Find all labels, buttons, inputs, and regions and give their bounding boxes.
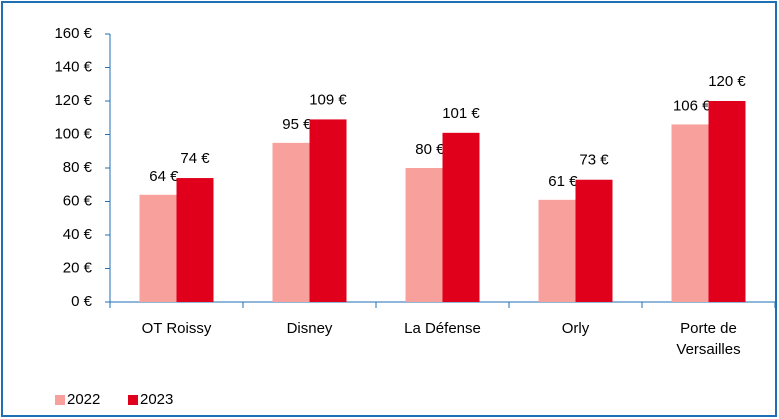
x-tick-label: Orly [561, 320, 590, 337]
bar [442, 132, 480, 302]
bar [671, 124, 709, 302]
data-label: 74 € [180, 150, 210, 167]
data-label: 95 € [282, 116, 312, 133]
y-tick-label: 20 € [63, 259, 93, 276]
bar [575, 179, 613, 302]
bar [309, 119, 347, 302]
bar [272, 142, 310, 302]
legend-swatch [128, 395, 138, 405]
y-tick-label: 160 € [54, 25, 92, 42]
data-label: 64 € [149, 168, 179, 185]
data-label: 73 € [579, 152, 609, 169]
bar [176, 178, 214, 302]
legend-label: 2023 [140, 391, 173, 408]
data-label: 109 € [309, 91, 347, 108]
data-label: 120 € [708, 73, 746, 90]
y-tick-label: 100 € [54, 125, 92, 142]
x-tick-label: Porte de Versailles [676, 320, 741, 358]
y-tick-label: 0 € [71, 293, 93, 310]
bar [708, 101, 746, 302]
data-label: 101 € [442, 105, 480, 122]
data-label: 106 € [673, 97, 711, 114]
bar [405, 168, 443, 302]
data-label: 80 € [415, 141, 445, 158]
y-tick-label: 120 € [54, 92, 92, 109]
x-tick-label: Disney [286, 320, 333, 337]
bar [538, 199, 576, 302]
y-tick-label: 60 € [63, 192, 93, 209]
data-label: 61 € [548, 173, 578, 190]
bar [139, 194, 177, 302]
y-tick-label: 80 € [63, 159, 93, 176]
y-tick-label: 140 € [54, 58, 92, 75]
x-tick-label: La Défense [404, 320, 481, 337]
y-tick-label: 40 € [63, 226, 93, 243]
x-tick-label: OT Roissy [141, 320, 212, 337]
legend-label: 2022 [67, 391, 100, 408]
legend-swatch [55, 395, 65, 405]
